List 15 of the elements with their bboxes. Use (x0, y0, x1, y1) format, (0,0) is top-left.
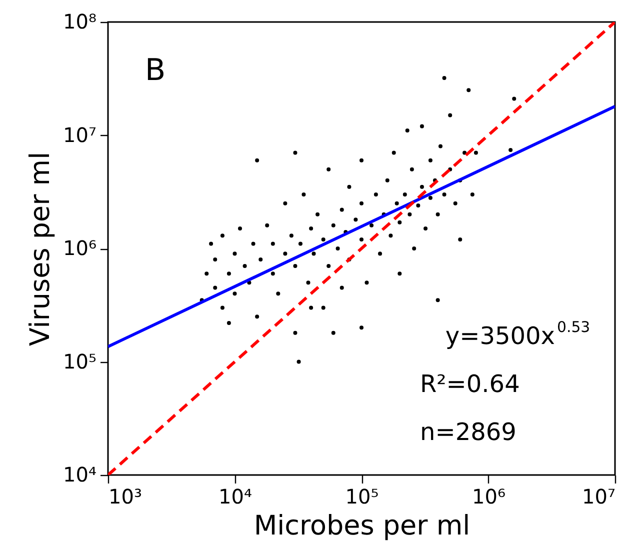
x-tick-label: 10³ (108, 484, 142, 508)
annotation: n=2869 (420, 418, 516, 446)
y-tick-label: 10⁶ (63, 236, 96, 260)
x-tick-label: 10⁵ (345, 484, 379, 508)
y-tick-label: 10⁸ (63, 10, 96, 34)
y-axis-title: Viruses per ml (25, 152, 56, 346)
annotation: B (145, 53, 166, 88)
y-tick-label: 10⁷ (63, 122, 96, 147)
annotation: R²=0.64 (420, 370, 520, 398)
x-tick-label: 10⁴ (218, 484, 252, 508)
x-tick-label: 10⁶ (472, 484, 506, 508)
y-tick-label: 10⁴ (63, 462, 96, 486)
x-tick-label: 10⁷ (582, 484, 616, 508)
x-axis-title: Microbes per ml (254, 510, 470, 542)
y-tick-label: 10⁵ (63, 349, 96, 374)
